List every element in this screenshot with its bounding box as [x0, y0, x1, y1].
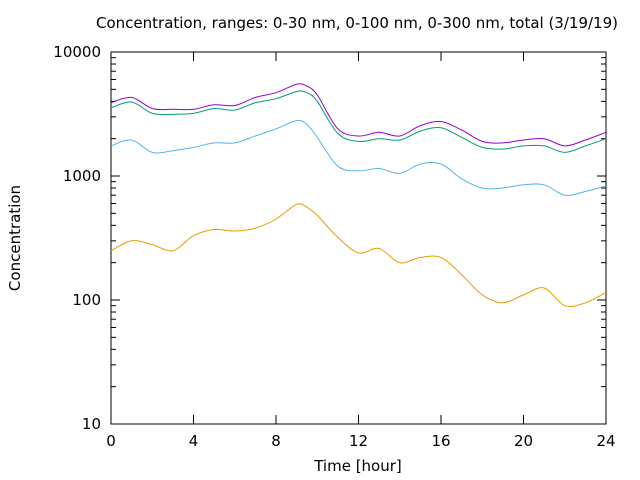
series-group	[110, 83, 607, 308]
y-axis: 10 100 1000 10000	[53, 43, 606, 433]
x-tick-label: 0	[106, 432, 116, 450]
x-axis-label: Time [hour]	[313, 457, 402, 475]
series-line-2	[110, 119, 607, 196]
x-tick-label: 16	[431, 432, 450, 450]
x-tick-label: 4	[189, 432, 199, 450]
y-tick-label: 10000	[53, 43, 101, 61]
chart-title: Concentration, ranges: 0-30 nm, 0-100 nm…	[96, 14, 618, 32]
y-tick-label: 1000	[63, 167, 101, 185]
x-tick-label: 12	[349, 432, 368, 450]
x-tick-label: 24	[596, 432, 615, 450]
y-tick-label: 10	[82, 415, 101, 433]
series-line-3	[110, 90, 607, 153]
y-axis-label: Concentration	[6, 185, 24, 291]
x-tick-label: 20	[514, 432, 533, 450]
x-tick-label: 8	[271, 432, 281, 450]
plot-area	[110, 51, 607, 425]
series-line-4	[110, 83, 607, 147]
y-tick-label: 100	[72, 291, 101, 309]
series-line-1	[110, 203, 607, 308]
x-axis: 0 4 8 12 16 20 24	[106, 52, 616, 450]
